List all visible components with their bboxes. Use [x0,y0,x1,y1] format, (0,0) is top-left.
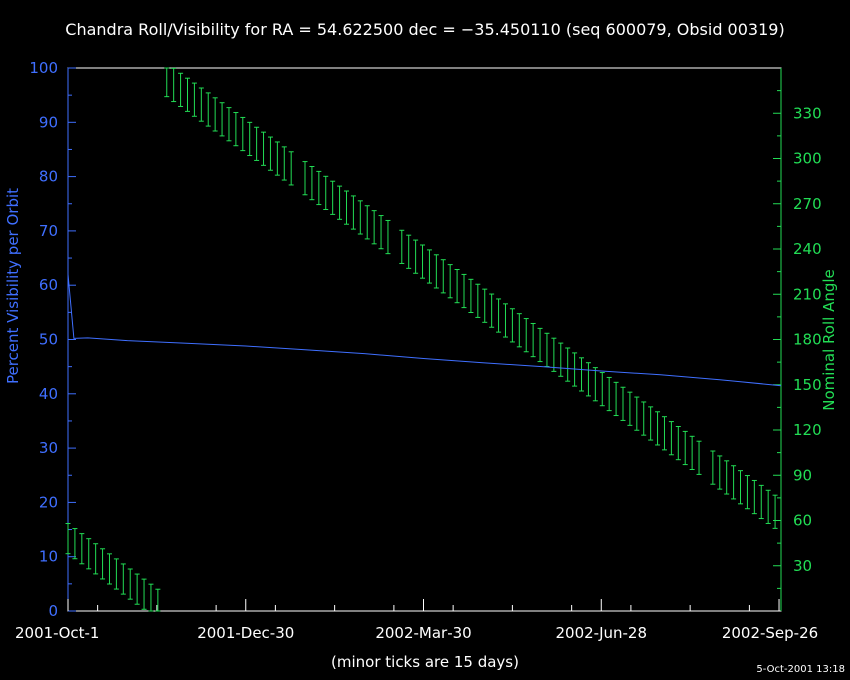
y-right-tick-label: 210 [793,285,822,303]
y-right-tick-label: 270 [793,195,822,213]
y-left-tick-label: 0 [48,602,58,620]
y-right-tick-label: 120 [793,421,822,439]
y-left-tick-label: 90 [39,113,58,131]
y-right-tick-label: 240 [793,240,822,258]
y-axis-left-label: Percent Visibility per Orbit [4,188,22,384]
y-left-tick-label: 60 [39,276,58,294]
y-left-tick-label: 50 [39,331,58,349]
y-right-tick-label: 180 [793,331,822,349]
y-right-tick-label: 300 [793,150,822,168]
y-left-tick-label: 30 [39,439,58,457]
chart-title: Chandra Roll/Visibility for RA = 54.6225… [65,20,784,39]
x-tick-label: 2002‑Mar‑30 [375,624,471,642]
y-right-tick-label: 150 [793,376,822,394]
x-tick-label: 2002‑Sep‑26 [722,624,818,642]
y-right-tick-label: 60 [793,512,812,530]
visibility-line [67,274,782,387]
x-tick-label: 2001‑Oct‑1 [15,624,99,642]
y-left-tick-label: 10 [39,548,58,566]
x-axis: 2001‑Oct‑1 2001‑Dec‑30 2002‑Mar‑30 2002‑Jun… [15,599,818,642]
right-axis: 30 60 90 120 150 180 210 240 270 300 330 [773,68,822,611]
x-axis-label: (minor ticks are 15 days) [331,653,519,671]
roll-angle-series [65,67,778,612]
y-left-tick-label: 20 [39,493,58,511]
y-left-tick-label: 100 [29,59,58,77]
x-tick-label: 2001‑Dec‑30 [197,624,294,642]
y-left-tick-label: 80 [39,168,58,186]
y-left-tick-label: 40 [39,385,58,403]
x-tick-label: 2002‑Jun‑28 [556,624,648,642]
y-axis-right-label: Nominal Roll Angle [820,269,838,411]
y-right-tick-label: 330 [793,104,822,122]
y-right-tick-label: 90 [793,466,812,484]
y-right-tick-label: 30 [793,557,812,575]
y-left-tick-label: 70 [39,222,58,240]
timestamp: 5-Oct-2001 13:18 [756,664,845,675]
left-axis: 0 10 20 30 40 50 60 70 80 90 100 [29,59,76,620]
